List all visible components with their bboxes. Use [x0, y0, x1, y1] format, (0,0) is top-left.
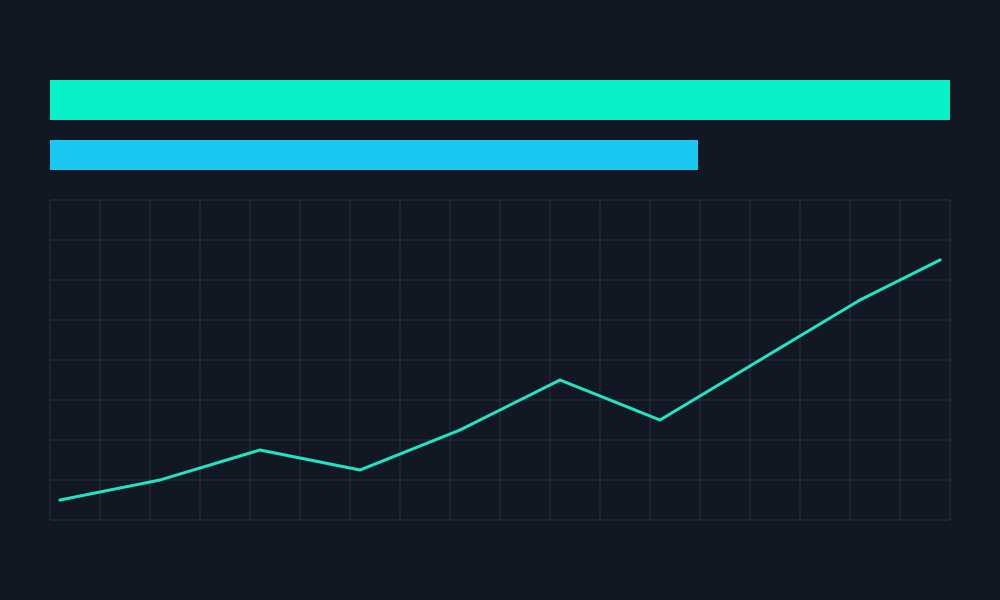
data-point [358, 468, 362, 472]
data-point [258, 448, 262, 452]
data-point [58, 498, 62, 502]
data-point [938, 258, 942, 262]
data-point [858, 298, 862, 302]
chart-series-layer [58, 258, 942, 502]
progress-bar-primary [50, 80, 950, 120]
data-point [458, 428, 462, 432]
data-point [558, 378, 562, 382]
data-point [158, 478, 162, 482]
series-line-0 [58, 258, 942, 502]
progress-bar-secondary [50, 140, 698, 170]
chart-grid [49, 199, 951, 521]
data-point [758, 358, 762, 362]
data-point [658, 418, 662, 422]
